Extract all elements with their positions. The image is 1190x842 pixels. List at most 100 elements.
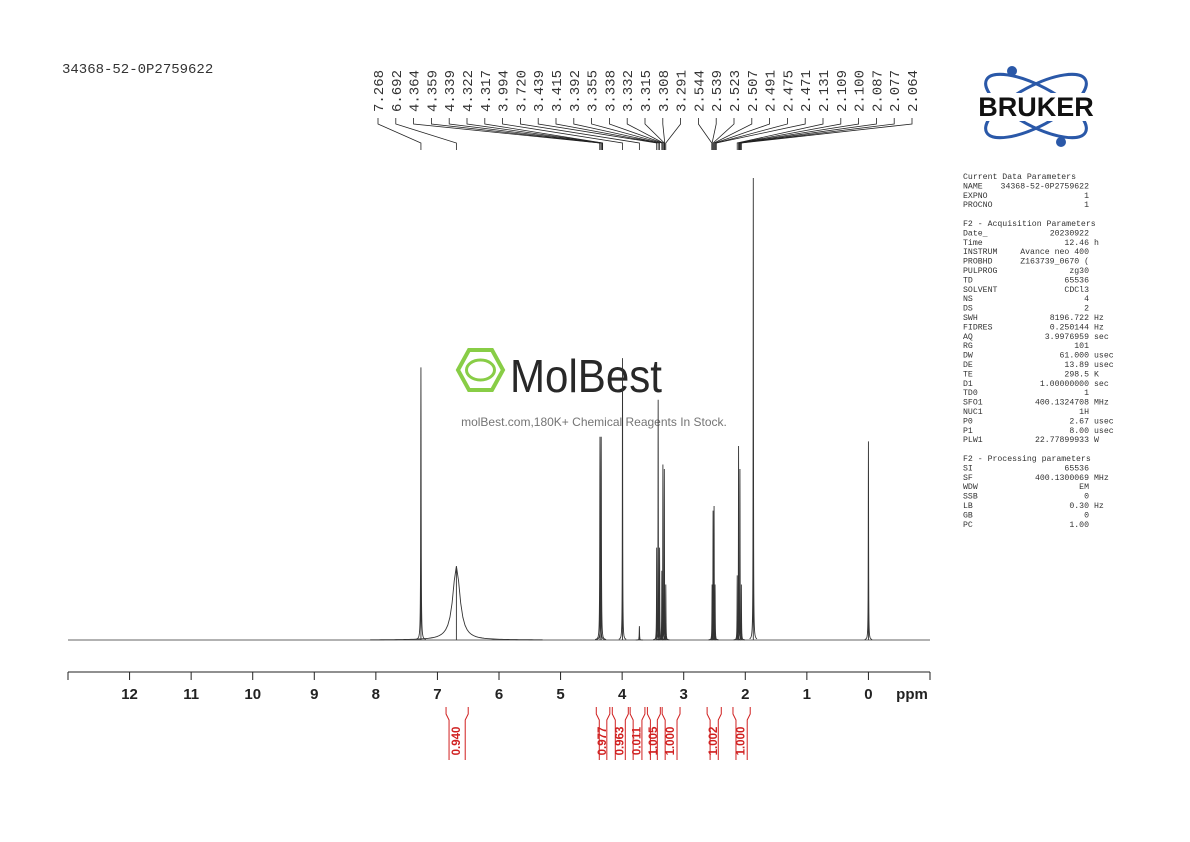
peak-label-connector [738, 118, 859, 150]
parameter-name: SI [963, 464, 973, 473]
parameter-name: GB [963, 511, 973, 520]
peak-label: 2.077 [888, 70, 904, 112]
parameter-name: AQ [963, 333, 973, 342]
parameter-name: PULPROG [963, 267, 997, 276]
peak-label: 2.109 [835, 70, 851, 112]
watermark-tagline: molBest.com,180K+ Chemical Reagents In S… [461, 415, 727, 429]
peak-label-connector [537, 118, 658, 150]
parameter-unit: usec [1094, 361, 1114, 370]
parameter-value: 400.1324708 [1035, 399, 1089, 408]
parameter-unit: sec [1094, 380, 1109, 389]
parameter-name: RG [963, 342, 973, 351]
peak-label: 2.064 [906, 70, 922, 112]
parameter-value: Avance neo 400 [1020, 248, 1089, 257]
parameter-value: 2 [1084, 305, 1089, 314]
integral-bracket [646, 707, 661, 760]
integral-label: 0.011 [632, 726, 644, 755]
peak-label: 4.359 [425, 70, 441, 112]
parameter-value: 298.5 [1064, 370, 1089, 379]
peak [618, 358, 627, 640]
parameter-unit: h [1094, 238, 1099, 248]
parameter-value: 1.00 [1069, 521, 1089, 530]
parameter-name: NAME [963, 182, 983, 191]
peak-label-connector [573, 118, 660, 150]
x-tick-label: 0 [864, 686, 872, 703]
parameter-name: PC [963, 521, 973, 530]
integral-label: 1.002 [708, 727, 720, 756]
peak-label: 6.692 [390, 70, 406, 112]
parameter-value: 0.30 [1069, 502, 1089, 511]
parameter-section-title: Current Data Parameters [963, 173, 1076, 182]
x-tick-label: 8 [372, 686, 380, 703]
parameter-value: 65536 [1064, 464, 1089, 473]
parameter-name: Date_ [963, 229, 988, 238]
parameter-value: CDCl3 [1064, 285, 1089, 295]
peak-label-connector [738, 118, 842, 150]
parameter-value: 101 [1074, 342, 1089, 351]
integral-label: 0.963 [614, 727, 626, 756]
parameter-unit: Hz [1094, 314, 1104, 323]
parameter-value: zg30 [1069, 267, 1089, 276]
x-tick-label: 1 [803, 686, 811, 703]
parameter-value: 34368-52-0P2759622 [1001, 182, 1090, 191]
x-tick-label: 6 [495, 686, 503, 703]
x-tick-label: 2 [741, 686, 749, 703]
x-tick-label: 7 [433, 686, 441, 703]
logo-text: BRUKER [978, 92, 1094, 122]
peak [749, 177, 758, 640]
peak-label: 4.339 [443, 70, 459, 112]
x-tick-label: 12 [121, 686, 138, 703]
parameter-unit: usec [1094, 417, 1114, 426]
peak-label: 2.087 [870, 70, 886, 112]
parameter-name: TD0 [963, 389, 978, 398]
peak-label: 7.268 [372, 70, 388, 112]
peak-label-connector [484, 118, 604, 150]
integral-label: 1.000 [665, 727, 677, 756]
parameter-unit: MHz [1094, 474, 1109, 483]
parameter-name: DW [963, 352, 973, 361]
parameter-unit: usec [1094, 427, 1114, 436]
parameter-value: 12.46 [1064, 239, 1089, 248]
integral-bracket [611, 707, 629, 760]
parameter-value: 4 [1084, 295, 1089, 304]
parameter-name: PLW1 [963, 436, 983, 445]
integral-bracket [595, 707, 611, 760]
parameter-name: D1 [963, 380, 973, 389]
parameter-name: SOLVENT [963, 286, 997, 295]
peak-label: 3.439 [532, 70, 548, 112]
x-tick-label: 3 [680, 686, 688, 703]
sample-id: 34368-52-0P2759622 [62, 62, 213, 78]
peak-label-connector [665, 118, 681, 150]
peak [711, 584, 719, 641]
peak-label: 2.475 [781, 70, 797, 112]
parameter-value: 3.9976959 [1045, 333, 1089, 342]
integral-bracket [732, 707, 751, 760]
peak [662, 584, 670, 641]
parameter-name: NUC1 [963, 408, 983, 417]
peak-label-connector [662, 118, 666, 150]
peak-label-connector [715, 118, 806, 150]
parameter-unit: Hz [1094, 502, 1104, 511]
peak-label-connector [520, 118, 640, 150]
parameter-value: 1H [1079, 408, 1089, 417]
parameter-name: SFO1 [963, 399, 983, 408]
parameter-name: WDW [963, 483, 978, 492]
parameter-value: 2.67 [1069, 417, 1089, 426]
parameter-name: PROBHD [963, 258, 993, 267]
parameter-name: DS [963, 305, 973, 314]
x-axis-label: ppm [896, 686, 928, 703]
logo-dot [1056, 137, 1066, 147]
peak-label-connector [714, 118, 770, 150]
parameter-name: TE [963, 370, 973, 379]
parameter-value: Z163739_0670 ( [1020, 257, 1089, 267]
parameter-name: FIDRES [963, 323, 993, 332]
parameter-value: 1.00000000 [1040, 380, 1089, 389]
integral-bracket [661, 707, 681, 760]
parameter-value: 0 [1084, 511, 1089, 520]
parameter-name: DE [963, 361, 973, 370]
parameter-value: 65536 [1064, 276, 1089, 285]
x-tick-label: 9 [310, 686, 318, 703]
integral-bracket [706, 707, 722, 760]
parameter-name: Time [963, 238, 983, 248]
